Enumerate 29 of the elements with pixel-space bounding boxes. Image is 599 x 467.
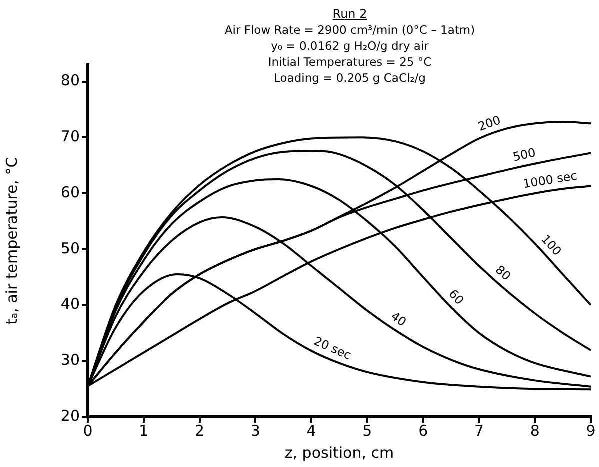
annotation: 80 [492,262,514,284]
x-tick-label: 6 [418,422,428,440]
x-tick-label: 1 [139,422,149,440]
x-tick-label: 9 [586,422,596,440]
y-tick-label: 40 [60,295,80,314]
y-tick-label: 20 [60,406,80,425]
y-tick-label: 60 [60,183,80,202]
y-axis-title: tₐ, air temperature, °C [2,157,21,325]
chart-subtitle: Air Flow Rate = 2900 cm³/min (0°C – 1atm) y₀ = 0.0162 g H₂O/g dry air Initial Temperatures = 25 °C Loading = 0.205 g CaCl₂/g [224,22,476,86]
y-tick-label: 30 [60,351,80,370]
chart-title: Run 2 [332,6,368,22]
x-tick-label: 8 [530,422,540,440]
x-tick-label: 4 [306,422,316,440]
annotation: 100 [538,232,564,259]
x-tick-label: 0 [83,422,93,440]
y-tick-label: 70 [60,128,80,146]
annotation: 200 [476,113,503,134]
y-tick-label: 50 [60,239,80,258]
annotation: 500 [512,146,538,164]
x-axis-title: z, position, cm [284,444,394,462]
x-tick-label: 2 [195,422,205,440]
annotation: 20 sec [312,334,354,363]
annotation: 1000 sec [522,168,578,192]
annotation: 60 [446,286,467,308]
y-tick-label: 80 [60,72,80,90]
x-tick-label: 7 [474,422,484,440]
x-tick-label: 5 [362,422,372,440]
x-tick-label: 3 [250,422,260,440]
annotation: 40 [388,309,410,330]
